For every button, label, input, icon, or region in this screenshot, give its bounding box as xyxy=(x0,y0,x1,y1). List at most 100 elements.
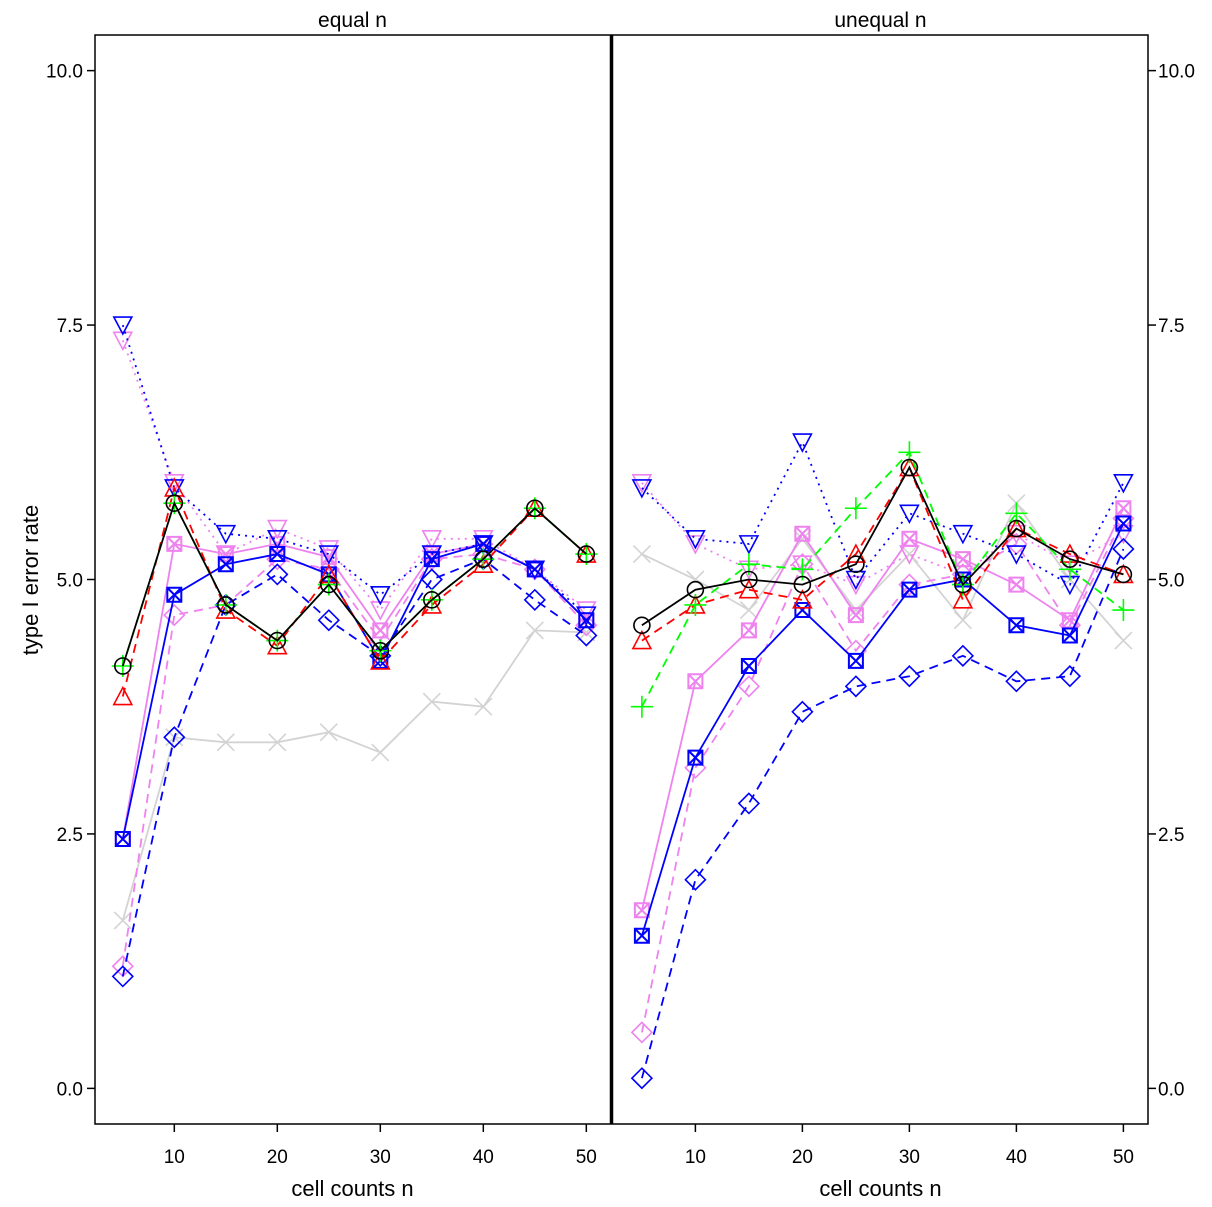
series-line xyxy=(121,629,587,921)
data-point xyxy=(369,585,391,606)
data-point xyxy=(687,749,704,766)
data-point xyxy=(844,675,868,698)
data-point xyxy=(369,644,392,667)
plot-frame xyxy=(94,34,1149,1125)
series-10 xyxy=(114,494,596,675)
data-point xyxy=(794,525,811,542)
series-4 xyxy=(112,331,597,621)
series-1 xyxy=(113,621,596,930)
y-tick-label-right: 0.0 xyxy=(1158,1079,1184,1100)
data-point xyxy=(369,650,391,670)
data-point xyxy=(793,575,812,594)
data-point xyxy=(686,580,705,599)
data-point xyxy=(266,519,288,540)
data-point xyxy=(163,474,185,494)
data-point xyxy=(474,550,493,568)
x-tick-label: 20 xyxy=(267,1147,288,1168)
data-point xyxy=(1112,537,1135,561)
x-tick-label: 10 xyxy=(685,1147,706,1168)
data-point xyxy=(319,723,338,742)
data-point xyxy=(577,545,596,563)
data-point xyxy=(113,911,132,930)
data-point xyxy=(954,575,972,594)
series-line xyxy=(641,482,1124,586)
data-point xyxy=(371,641,390,660)
data-point xyxy=(266,634,288,655)
data-point xyxy=(1115,515,1132,532)
y-tick-label-right: 5.0 xyxy=(1158,571,1184,592)
series-5 xyxy=(633,515,1132,944)
data-point xyxy=(369,601,391,621)
data-point xyxy=(633,902,650,919)
data-point xyxy=(898,573,921,596)
series-6 xyxy=(111,548,598,988)
y-axis-label: type I error rate xyxy=(18,505,43,655)
data-point xyxy=(266,529,288,550)
data-point xyxy=(114,831,131,848)
data-point xyxy=(114,657,132,675)
data-point xyxy=(740,658,757,675)
data-point xyxy=(845,575,867,596)
series-5 xyxy=(114,535,595,848)
data-point xyxy=(526,499,544,518)
data-point xyxy=(575,606,597,626)
data-point xyxy=(371,743,390,762)
data-point xyxy=(215,545,237,565)
y-tick-label-right: 2.5 xyxy=(1158,825,1184,846)
data-point xyxy=(423,591,441,609)
data-point xyxy=(845,543,867,563)
data-point xyxy=(217,556,234,573)
data-point xyxy=(847,607,864,624)
data-point xyxy=(523,588,546,611)
data-point xyxy=(320,575,338,594)
data-point xyxy=(1008,576,1025,593)
data-point xyxy=(1114,631,1133,650)
data-point xyxy=(791,700,814,723)
data-point xyxy=(475,535,492,552)
series-2 xyxy=(114,535,595,848)
data-point xyxy=(474,697,493,716)
data-point xyxy=(901,581,918,598)
data-point xyxy=(900,458,919,477)
data-point xyxy=(630,695,653,718)
data-point xyxy=(217,596,235,614)
data-point xyxy=(1058,665,1082,688)
data-point xyxy=(685,529,706,550)
series-line xyxy=(121,500,587,667)
data-point xyxy=(737,792,761,815)
data-point xyxy=(899,545,920,565)
y-tick-label-left: 2.5 xyxy=(57,825,83,846)
data-point xyxy=(1113,474,1134,494)
data-point xyxy=(846,600,865,620)
series-line xyxy=(641,501,1125,642)
data-point xyxy=(1112,507,1135,530)
series-2 xyxy=(633,500,1132,919)
panel-unequal-n: unequal n 10 20 30 40 50 cell counts n xyxy=(630,9,1135,1201)
y-tick-label-right: 10.0 xyxy=(1158,62,1195,83)
data-point xyxy=(901,530,918,547)
data-point xyxy=(317,609,340,632)
data-point xyxy=(631,474,653,494)
series-6 xyxy=(630,537,1135,1090)
data-point xyxy=(847,555,865,574)
data-point xyxy=(112,685,134,706)
data-point xyxy=(575,624,598,647)
panel-equal-n: equal n 10 20 30 40 50 cell counts n xyxy=(111,9,598,1201)
series-3 xyxy=(630,507,1135,1044)
data-point xyxy=(898,665,921,688)
data-point xyxy=(738,578,760,599)
data-point xyxy=(421,545,443,565)
x-axis-label: cell counts n xyxy=(819,1176,941,1201)
data-point xyxy=(737,675,761,698)
panel-title: unequal n xyxy=(834,9,926,32)
data-point xyxy=(111,965,134,988)
series-line xyxy=(641,450,1124,708)
data-point xyxy=(1061,627,1078,644)
data-point xyxy=(687,673,704,690)
series-3 xyxy=(111,542,598,978)
data-point xyxy=(684,868,707,891)
series-8 xyxy=(631,456,1134,650)
data-point xyxy=(216,733,235,752)
